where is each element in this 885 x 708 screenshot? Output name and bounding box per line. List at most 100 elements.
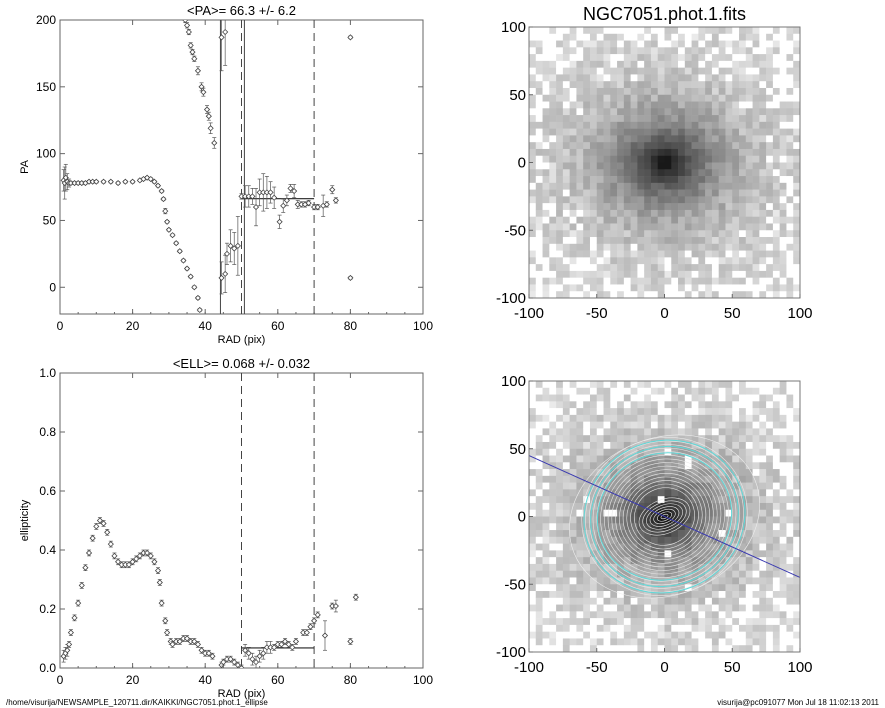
image-pixel (562, 394, 570, 402)
pa-title: <PA>= 66.3 +/- 6.2 (187, 3, 296, 18)
image-pixel (576, 387, 584, 395)
image-pixel (786, 169, 794, 177)
image-pixel (718, 169, 726, 177)
image-pixel (698, 47, 706, 55)
image-pixel (691, 81, 699, 89)
image-pixel (705, 401, 713, 409)
image-pixel (718, 67, 726, 75)
image-pixel (569, 523, 577, 531)
image-pixel (664, 597, 672, 605)
image-pixel (786, 618, 794, 626)
image-pixel (610, 401, 618, 409)
image-pixel (705, 381, 713, 389)
image-pixel (549, 108, 557, 116)
image-pixel (711, 196, 719, 204)
x-tick-label: 0 (660, 659, 668, 676)
data-point (182, 20, 189, 24)
image-pixel (779, 448, 787, 456)
image-pixel (596, 176, 604, 184)
image-pixel (745, 530, 753, 538)
image-pixel (711, 209, 719, 217)
image-pixel (745, 54, 753, 62)
image-pixel (562, 189, 570, 197)
image-pixel (725, 631, 733, 639)
image-pixel (596, 47, 604, 55)
image-pixel (542, 135, 550, 143)
image-pixel (793, 536, 801, 544)
image-pixel (759, 182, 767, 190)
image-pixel (535, 257, 543, 265)
image-pixel (630, 108, 638, 116)
image-pixel (739, 502, 747, 511)
image-pixel (617, 421, 625, 429)
x-tick-label: -50 (586, 659, 608, 676)
image-pixel (529, 414, 537, 422)
image-pixel (732, 176, 740, 184)
image-pixel (779, 570, 787, 578)
image-pixel (549, 176, 557, 184)
image-pixel (766, 414, 774, 422)
image-pixel (542, 387, 550, 395)
image-pixel (705, 489, 713, 497)
image-pixel (745, 557, 753, 565)
image-pixel (542, 121, 550, 129)
image-pixel (637, 47, 645, 55)
image-pixel (766, 475, 774, 483)
image-pixel (549, 277, 557, 285)
image-pixel (583, 401, 591, 409)
image-pixel (698, 604, 706, 612)
image-pixel (691, 638, 699, 646)
image-pixel (556, 243, 564, 251)
image-pixel (617, 67, 625, 75)
image-pixel (637, 421, 645, 429)
image-pixel (569, 148, 577, 157)
image-pixel (535, 421, 543, 429)
image-pixel (793, 543, 801, 551)
image-pixel (610, 611, 618, 619)
image-pixel (576, 128, 584, 136)
image-pixel (684, 489, 692, 497)
image-pixel (725, 489, 733, 497)
image-pixel (637, 509, 645, 517)
image-pixel (576, 645, 584, 653)
image-pixel (745, 243, 753, 251)
image-pixel (623, 87, 631, 96)
image-pixel (569, 496, 577, 504)
image-pixel (691, 381, 699, 389)
image-pixel (766, 577, 774, 585)
image-pixel (623, 624, 631, 632)
image-pixel (650, 216, 659, 224)
image-pixel (691, 496, 699, 504)
image-pixel (569, 645, 577, 653)
image-pixel (596, 577, 604, 585)
image-pixel (759, 550, 767, 558)
image-pixel (745, 563, 753, 571)
image-pixel (650, 148, 659, 157)
image-pixel (766, 243, 774, 251)
image-pixel (556, 550, 564, 558)
image-pixel (739, 563, 747, 571)
image-pixel (556, 591, 564, 599)
image-pixel (569, 577, 577, 585)
image-pixel (657, 176, 665, 184)
image-pixel (745, 482, 753, 490)
image-pixel (671, 270, 679, 278)
image-pixel (610, 74, 618, 82)
image-pixel (617, 230, 625, 238)
image-pixel (691, 414, 699, 422)
image-pixel (549, 94, 557, 102)
image-pixel (786, 155, 794, 163)
image-pixel (772, 54, 780, 62)
image-pixel (725, 455, 733, 463)
image-pixel (596, 169, 604, 177)
image-pixel (671, 475, 679, 483)
image-pixel (644, 394, 652, 402)
image-pixel (698, 441, 706, 450)
image-pixel (793, 428, 801, 436)
image-pixel (569, 604, 577, 612)
image-pixel (759, 496, 767, 504)
isophote-ellipse (630, 483, 699, 550)
image-pixel (786, 563, 794, 571)
image-pixel (766, 570, 774, 578)
image-pixel (603, 638, 611, 646)
